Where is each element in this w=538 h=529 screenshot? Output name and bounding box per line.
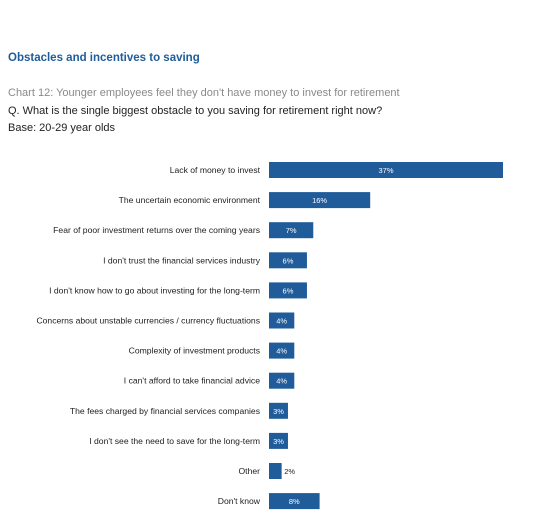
category-label: Don't know (218, 496, 261, 506)
bar (269, 252, 307, 269)
value-label: 4% (276, 347, 287, 356)
value-label: 4% (276, 317, 287, 326)
category-label: Lack of money to invest (170, 165, 261, 175)
bar (269, 162, 503, 178)
chart-title: Chart 12: Younger employees feel they do… (8, 87, 400, 99)
category-label: I don't know how to go about investing f… (49, 285, 260, 295)
bar (269, 342, 295, 359)
bar (269, 463, 282, 479)
category-label: I don't trust the financial services ind… (103, 255, 261, 265)
category-label: The fees charged by financial services c… (70, 406, 260, 416)
value-label: 3% (273, 437, 284, 446)
value-label: 37% (378, 166, 393, 175)
bar (269, 432, 288, 449)
value-label: 7% (286, 226, 297, 235)
bar (269, 402, 288, 419)
bar (269, 222, 314, 239)
value-label: 6% (283, 256, 294, 265)
category-label: Fear of poor investment returns over the… (53, 225, 260, 235)
category-label: I don't see the need to save for the lon… (89, 436, 260, 446)
category-label: Complexity of investment products (129, 346, 260, 356)
category-label: I can't afford to take financial advice (124, 376, 260, 386)
category-label: Concerns about unstable currencies / cur… (36, 316, 260, 326)
value-label: 6% (283, 286, 294, 295)
bar (269, 192, 371, 209)
value-label: 4% (276, 377, 287, 386)
category-label: Other (239, 466, 261, 476)
value-label: 3% (273, 407, 284, 416)
value-label: 2% (284, 467, 295, 476)
chart-question: Q. What is the single biggest obstacle t… (8, 105, 383, 117)
chart-base: Base: 20-29 year olds (8, 122, 116, 134)
bar (269, 282, 307, 299)
value-label: 16% (312, 196, 327, 205)
bar (269, 493, 320, 510)
section-title: Obstacles and incentives to saving (8, 52, 200, 64)
value-label: 8% (289, 497, 300, 506)
category-label: The uncertain economic environment (119, 195, 261, 205)
bar (269, 372, 295, 389)
bar (269, 312, 295, 329)
